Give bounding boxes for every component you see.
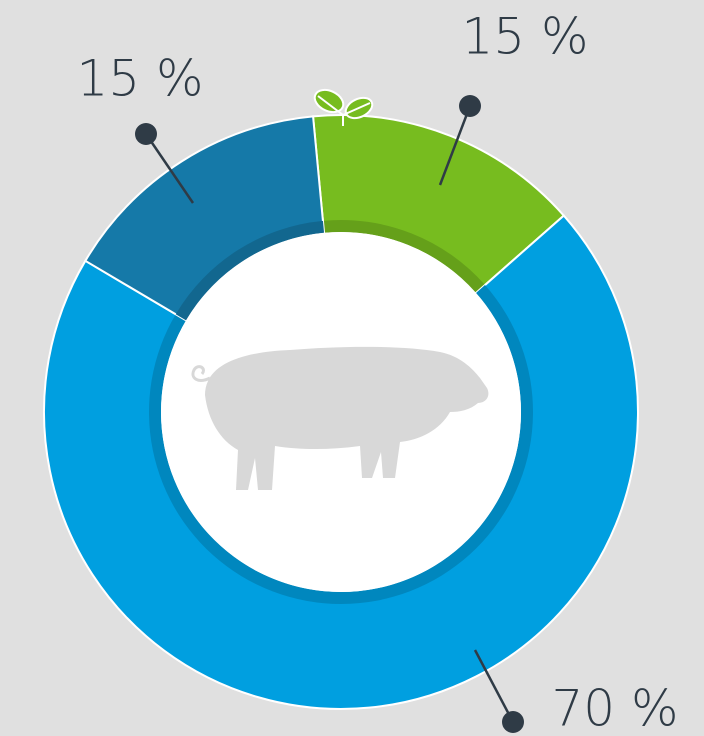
- leader-dot: [502, 711, 524, 733]
- value-label: 70 %: [551, 680, 678, 736]
- leader-dot: [135, 123, 157, 145]
- page: 15 %70 %15 % (() => { const data = JSON.…: [0, 0, 704, 736]
- value-label: 15 %: [461, 8, 588, 66]
- chart: 15 % 70 % 15 %: [0, 0, 704, 736]
- leader-dot: [459, 95, 481, 117]
- value-label: 15 %: [76, 50, 203, 108]
